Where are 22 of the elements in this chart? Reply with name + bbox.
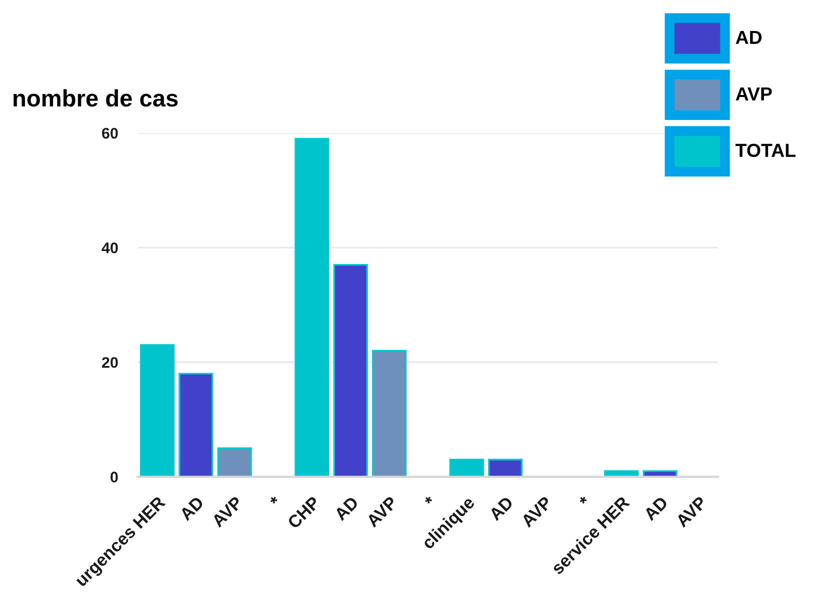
bar <box>488 458 523 477</box>
x-tick-label: AD <box>334 496 360 522</box>
bar <box>178 372 214 477</box>
bar <box>449 458 484 477</box>
legend-label: AVP <box>736 87 772 100</box>
x-tick-label: * <box>578 495 588 505</box>
y-tick-label: 0 <box>110 472 118 482</box>
x-tick-label: AD <box>643 496 668 522</box>
bar <box>140 344 175 477</box>
bar <box>333 264 368 477</box>
bar <box>217 447 252 477</box>
bar <box>372 350 407 477</box>
y-tick-label: 40 <box>102 242 118 254</box>
x-tick-label: AD <box>178 496 204 522</box>
x-tick-label: * <box>268 495 278 505</box>
legend-label: AD <box>736 30 762 44</box>
bar <box>294 138 330 477</box>
x-tick-label: AD <box>488 496 514 522</box>
y-axis-title: nombre de cas <box>14 89 178 107</box>
y-tick-label: 20 <box>102 357 118 368</box>
y-tick-label: 60 <box>102 128 118 139</box>
legend-label: TOTAL <box>736 144 796 158</box>
